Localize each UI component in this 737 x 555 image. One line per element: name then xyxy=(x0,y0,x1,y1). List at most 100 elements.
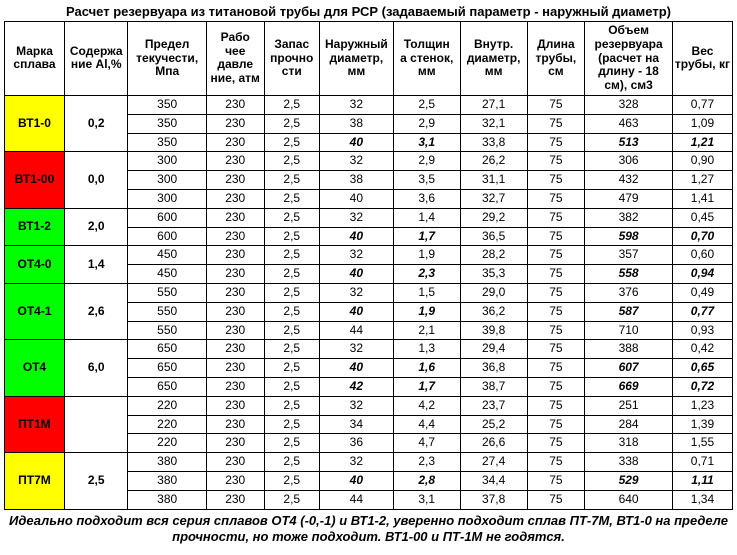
data-cell: 0,71 xyxy=(672,453,732,472)
data-cell: 29,0 xyxy=(460,283,527,302)
data-cell: 37,8 xyxy=(460,490,527,509)
data-cell: 450 xyxy=(128,265,206,284)
data-cell: 2,1 xyxy=(393,321,460,340)
data-cell: 550 xyxy=(128,283,206,302)
data-cell: 2,5 xyxy=(264,283,319,302)
data-cell: 39,8 xyxy=(460,321,527,340)
data-cell: 75 xyxy=(527,434,585,453)
data-cell: 32 xyxy=(319,283,393,302)
al-content-cell: 2,0 xyxy=(64,208,127,246)
data-cell: 27,1 xyxy=(460,95,527,114)
data-cell: 75 xyxy=(527,227,585,246)
data-cell: 0,45 xyxy=(672,208,732,227)
data-cell: 1,6 xyxy=(393,359,460,378)
data-cell: 230 xyxy=(206,246,264,265)
column-header: Наружный диаметр, мм xyxy=(319,22,393,96)
data-cell: 230 xyxy=(206,171,264,190)
data-cell: 25,2 xyxy=(460,415,527,434)
column-header: Толщина стенок, мм xyxy=(393,22,460,96)
alloy-cell: ОТ4 xyxy=(5,340,65,396)
data-cell: 75 xyxy=(527,171,585,190)
data-cell: 1,41 xyxy=(672,189,732,208)
table-row: ПТ1М2202302,5324,223,7752511,23 xyxy=(5,396,733,415)
data-cell: 35,3 xyxy=(460,265,527,284)
data-cell: 32,1 xyxy=(460,114,527,133)
data-cell: 230 xyxy=(206,359,264,378)
data-cell: 1,09 xyxy=(672,114,732,133)
data-cell: 2,5 xyxy=(393,95,460,114)
data-cell: 650 xyxy=(128,377,206,396)
data-cell: 31,1 xyxy=(460,171,527,190)
column-header: Предел текучести, Мпа xyxy=(128,22,206,96)
data-cell: 1,3 xyxy=(393,340,460,359)
data-cell: 0,49 xyxy=(672,283,732,302)
column-header: Запас прочности xyxy=(264,22,319,96)
data-cell: 32 xyxy=(319,95,393,114)
data-cell: 40 xyxy=(319,133,393,152)
data-cell: 2,5 xyxy=(264,133,319,152)
al-content-cell: 1,4 xyxy=(64,246,127,284)
data-cell: 32 xyxy=(319,340,393,359)
al-content-cell: 2,5 xyxy=(64,453,127,509)
table-row: ВТ1-00,23502302,5322,527,1753280,77 xyxy=(5,95,733,114)
data-cell: 230 xyxy=(206,152,264,171)
data-cell: 550 xyxy=(128,302,206,321)
data-cell: 251 xyxy=(585,396,673,415)
data-cell: 2,5 xyxy=(264,265,319,284)
data-cell: 230 xyxy=(206,227,264,246)
data-cell: 36 xyxy=(319,434,393,453)
data-cell: 300 xyxy=(128,152,206,171)
data-cell: 1,9 xyxy=(393,246,460,265)
data-cell: 2,5 xyxy=(264,396,319,415)
data-cell: 2,5 xyxy=(264,302,319,321)
data-cell: 380 xyxy=(128,490,206,509)
data-cell: 23,7 xyxy=(460,396,527,415)
data-cell: 0,77 xyxy=(672,95,732,114)
data-cell: 1,7 xyxy=(393,227,460,246)
data-cell: 230 xyxy=(206,321,264,340)
data-cell: 598 xyxy=(585,227,673,246)
alloy-cell: ПТ1М xyxy=(5,396,65,452)
data-cell: 75 xyxy=(527,265,585,284)
data-cell: 0,90 xyxy=(672,152,732,171)
data-cell: 34,4 xyxy=(460,471,527,490)
data-cell: 2,5 xyxy=(264,490,319,509)
data-cell: 2,5 xyxy=(264,340,319,359)
data-cell: 3,6 xyxy=(393,189,460,208)
data-cell: 1,21 xyxy=(672,133,732,152)
al-content-cell xyxy=(64,396,127,452)
data-cell: 33,8 xyxy=(460,133,527,152)
data-cell: 650 xyxy=(128,340,206,359)
data-cell: 38 xyxy=(319,171,393,190)
data-cell: 306 xyxy=(585,152,673,171)
data-cell: 2,5 xyxy=(264,171,319,190)
data-cell: 75 xyxy=(527,152,585,171)
data-cell: 38 xyxy=(319,114,393,133)
alloy-cell: ОТ4-1 xyxy=(5,283,65,339)
data-cell: 38,7 xyxy=(460,377,527,396)
data-cell: 338 xyxy=(585,453,673,472)
data-cell: 2,5 xyxy=(264,95,319,114)
data-cell: 75 xyxy=(527,453,585,472)
data-cell: 36,2 xyxy=(460,302,527,321)
data-cell: 1,9 xyxy=(393,302,460,321)
data-cell: 230 xyxy=(206,490,264,509)
data-cell: 2,9 xyxy=(393,152,460,171)
data-cell: 0,60 xyxy=(672,246,732,265)
data-cell: 2,3 xyxy=(393,453,460,472)
data-cell: 32 xyxy=(319,246,393,265)
data-cell: 75 xyxy=(527,396,585,415)
data-cell: 230 xyxy=(206,133,264,152)
data-cell: 40 xyxy=(319,359,393,378)
data-cell: 1,39 xyxy=(672,415,732,434)
data-cell: 75 xyxy=(527,377,585,396)
data-cell: 2,5 xyxy=(264,152,319,171)
data-cell: 558 xyxy=(585,265,673,284)
data-cell: 230 xyxy=(206,453,264,472)
data-cell: 26,2 xyxy=(460,152,527,171)
data-cell: 4,7 xyxy=(393,434,460,453)
data-cell: 230 xyxy=(206,208,264,227)
data-cell: 2,3 xyxy=(393,265,460,284)
alloy-cell: ОТ4-0 xyxy=(5,246,65,284)
column-header: Марка сплава xyxy=(5,22,65,96)
